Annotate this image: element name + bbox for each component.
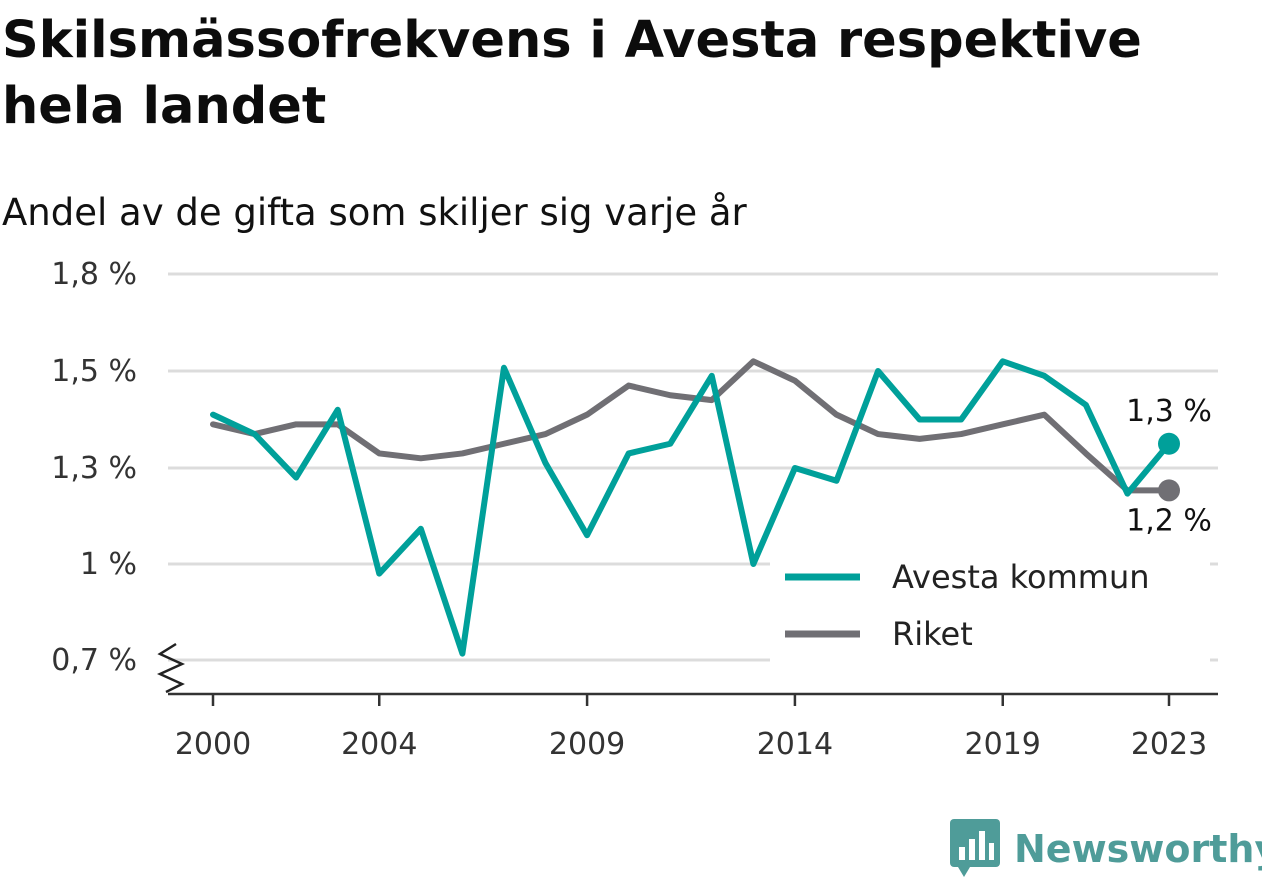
chart-title: Skilsmässofrekvens i Avesta respektive h… [2, 11, 1142, 136]
series-line-riket [210, 358, 1172, 494]
y-axis-tick-labels: 0,7 % 1 % 1,3 % 1,5 % 1,8 % [51, 257, 137, 678]
legend-background [770, 548, 1210, 663]
x-tick-label: 2023 [1131, 727, 1207, 762]
end-label-riket: 1,2 % [1126, 503, 1212, 538]
newsworthy-logo-icon [950, 819, 1000, 877]
axis-break-icon [156, 642, 186, 694]
x-tick-label: 2009 [549, 727, 625, 762]
y-tick-label: 1 % [80, 547, 137, 582]
end-labels: 1,3 % 1,2 % [1126, 394, 1212, 539]
brand-name: Newsworthy [1014, 827, 1262, 871]
y-tick-label: 1,5 % [51, 354, 137, 389]
series-lines [210, 358, 1180, 657]
x-tick-label: 2004 [341, 727, 417, 762]
series-end-point [1158, 479, 1180, 502]
end-label-avesta: 1,3 % [1126, 394, 1212, 429]
x-tick-label: 2000 [175, 727, 251, 762]
x-tick-label: 2019 [965, 727, 1041, 762]
x-tick-label: 2014 [757, 727, 833, 762]
legend-label: Riket [892, 615, 973, 653]
series-line-avesta-kommun [210, 358, 1172, 657]
series-end-point [1158, 432, 1180, 455]
x-axis: 2000 2004 2009 2014 2019 2023 [156, 642, 1218, 762]
chart-subtitle: Andel av de gifta som skiljer sig varje … [2, 191, 747, 234]
newsworthy-brand: Newsworthy [950, 818, 1262, 880]
y-tick-label: 1,3 % [51, 451, 137, 486]
legend: Avesta kommun Riket [770, 548, 1210, 663]
y-tick-label: 0,7 % [51, 643, 137, 678]
legend-label: Avesta kommun [892, 558, 1150, 596]
y-tick-label: 1,8 % [51, 257, 137, 292]
